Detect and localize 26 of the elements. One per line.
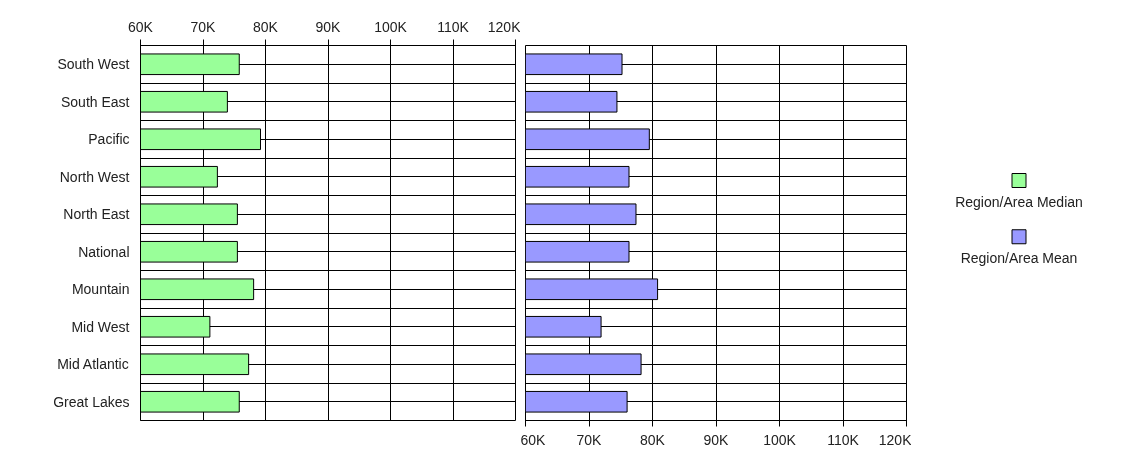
x-tick-label: 100K <box>763 431 797 448</box>
x-tick-label: 120K <box>487 18 522 35</box>
y-tick-label: Mid West <box>71 318 130 335</box>
x-tick-label: 70K <box>190 18 217 35</box>
x-tick-label: 90K <box>315 18 342 35</box>
y-tick-label: South West <box>57 56 130 73</box>
x-tick-label: 100K <box>374 18 408 35</box>
legend-label: Region/Area Mean <box>960 249 1078 266</box>
y-tick-label: National <box>78 243 130 260</box>
x-tick-label: 80K <box>253 18 279 35</box>
y-tick-label: North West <box>59 168 130 185</box>
x-tick-label: 60K <box>128 18 154 35</box>
x-tick-label: 120K <box>878 431 913 448</box>
y-tick-label: North East <box>63 206 130 223</box>
x-tick-label: 60K <box>520 431 547 448</box>
x-tick-label: 90K <box>703 431 730 448</box>
y-tick-label: Mountain <box>71 281 130 298</box>
x-tick-label: 80K <box>640 431 666 448</box>
x-tick-label: 70K <box>576 431 603 448</box>
y-tick-label: Pacific <box>88 131 130 148</box>
y-tick-label: Mid Atlantic <box>57 356 129 373</box>
x-tick-label: 110K <box>437 18 470 35</box>
y-tick-label: South East <box>61 93 130 110</box>
x-tick-label: 110K <box>827 431 860 448</box>
y-tick-label: Great Lakes <box>53 393 130 410</box>
legend-label: Region/Area Median <box>955 193 1083 210</box>
